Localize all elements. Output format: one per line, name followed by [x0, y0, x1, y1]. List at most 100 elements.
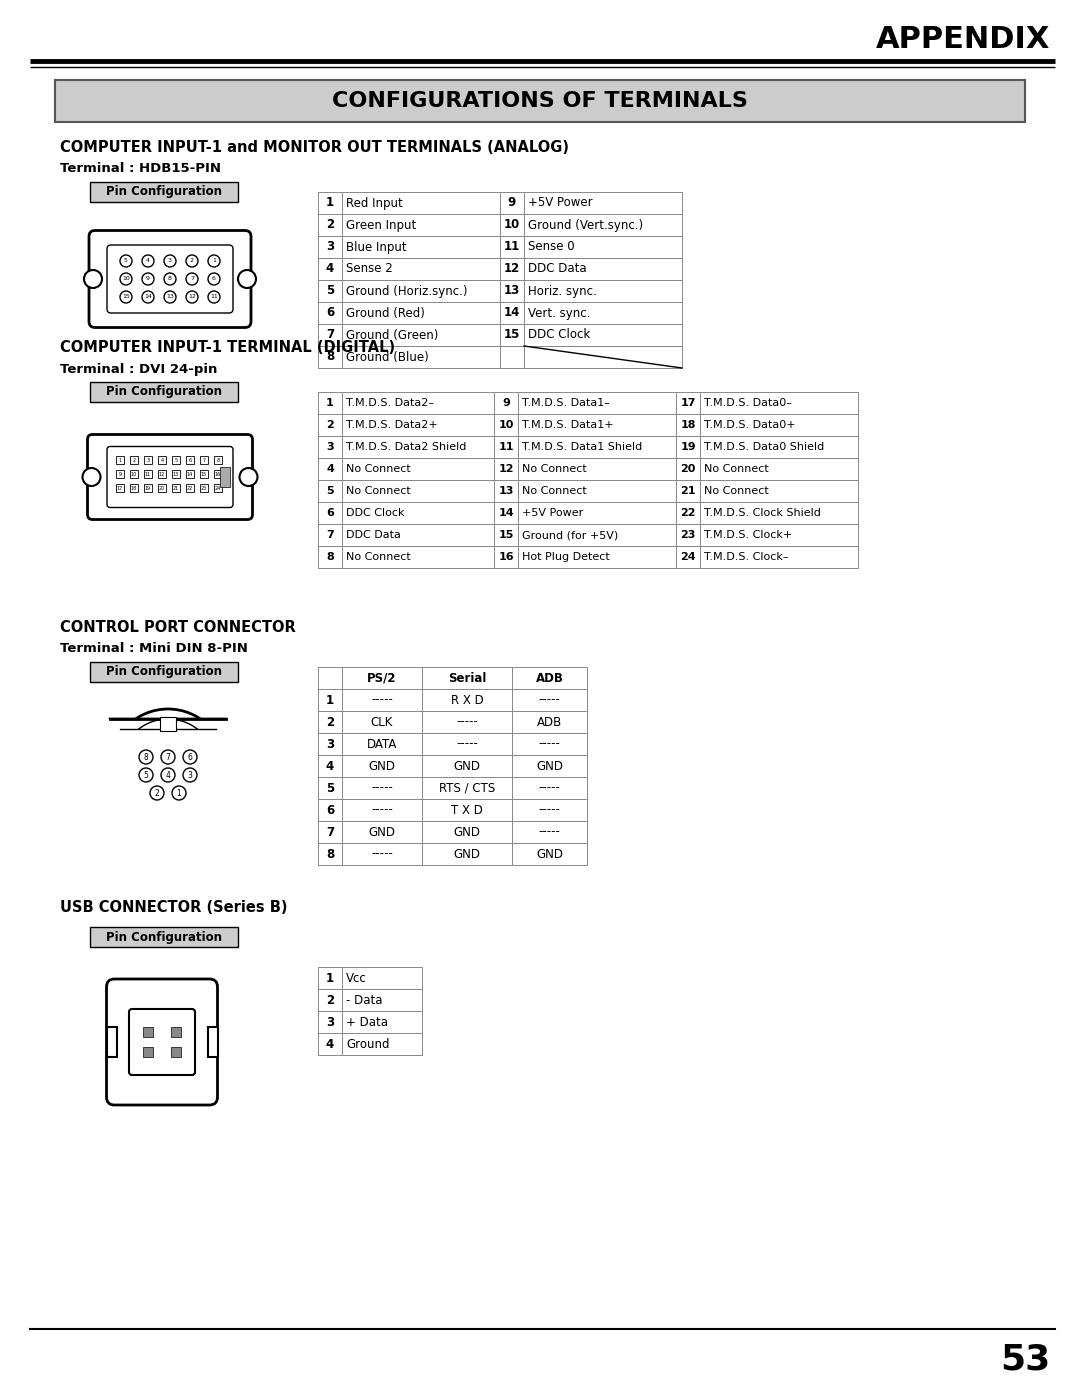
- Bar: [318, 414, 342, 436]
- Text: Vert. sync.: Vert. sync.: [528, 306, 591, 320]
- Bar: [158, 455, 166, 464]
- Text: No Connect: No Connect: [522, 464, 586, 474]
- Text: GND: GND: [536, 848, 563, 861]
- Text: 6: 6: [326, 306, 334, 320]
- Bar: [342, 481, 494, 502]
- Text: - Data: - Data: [346, 993, 382, 1006]
- Bar: [494, 481, 518, 502]
- Text: Sense 2: Sense 2: [346, 263, 393, 275]
- Bar: [144, 469, 152, 478]
- Text: 20: 20: [680, 464, 696, 474]
- Bar: [524, 191, 681, 214]
- Text: Pin Configuration: Pin Configuration: [106, 930, 222, 943]
- Circle shape: [120, 291, 132, 303]
- Bar: [676, 458, 700, 481]
- Bar: [90, 381, 238, 402]
- Bar: [318, 258, 342, 279]
- Text: -----: -----: [372, 781, 393, 795]
- Text: Ground (Green): Ground (Green): [346, 328, 438, 341]
- Text: DDC Data: DDC Data: [346, 529, 401, 541]
- Text: RTS / CTS: RTS / CTS: [438, 781, 495, 795]
- Text: CLK: CLK: [370, 715, 393, 728]
- Text: GND: GND: [454, 826, 481, 838]
- Text: 7: 7: [190, 277, 194, 282]
- Text: 6: 6: [326, 509, 334, 518]
- Bar: [422, 689, 512, 711]
- Text: 1: 1: [326, 693, 334, 707]
- Circle shape: [110, 710, 226, 826]
- Bar: [160, 717, 176, 731]
- Circle shape: [208, 291, 220, 303]
- Text: T.M.D.S. Clock–: T.M.D.S. Clock–: [704, 552, 788, 562]
- Bar: [318, 346, 342, 367]
- Bar: [700, 414, 858, 436]
- Bar: [494, 458, 518, 481]
- Text: 22: 22: [680, 509, 696, 518]
- Text: Terminal : HDB15-PIN: Terminal : HDB15-PIN: [60, 162, 221, 176]
- Bar: [318, 214, 342, 236]
- Polygon shape: [110, 719, 226, 826]
- Circle shape: [238, 270, 256, 288]
- Bar: [342, 689, 422, 711]
- Bar: [342, 414, 494, 436]
- Bar: [500, 346, 524, 367]
- Bar: [342, 302, 500, 324]
- Bar: [171, 1046, 181, 1058]
- Text: 15: 15: [122, 295, 130, 299]
- Text: 12: 12: [498, 464, 514, 474]
- Bar: [512, 733, 588, 754]
- Bar: [342, 666, 422, 689]
- Bar: [700, 436, 858, 458]
- Text: Green Input: Green Input: [346, 218, 416, 232]
- Circle shape: [82, 468, 100, 486]
- Text: No Connect: No Connect: [522, 486, 586, 496]
- Bar: [318, 1032, 342, 1055]
- Bar: [116, 469, 124, 478]
- Text: 21: 21: [173, 486, 179, 490]
- Text: 9: 9: [508, 197, 516, 210]
- Bar: [518, 414, 676, 436]
- Bar: [318, 967, 342, 989]
- Text: 7: 7: [326, 529, 334, 541]
- Bar: [512, 754, 588, 777]
- Text: T.M.D.S. Data2 Shield: T.M.D.S. Data2 Shield: [346, 441, 467, 453]
- Bar: [342, 1032, 422, 1055]
- Text: 6: 6: [188, 457, 191, 462]
- Text: 11: 11: [504, 240, 521, 253]
- Text: 53: 53: [1000, 1343, 1050, 1376]
- Text: 8: 8: [326, 552, 334, 562]
- Bar: [342, 324, 500, 346]
- Text: 5: 5: [124, 258, 127, 264]
- Text: COMPUTER INPUT-1 TERMINAL (DIGITAL): COMPUTER INPUT-1 TERMINAL (DIGITAL): [60, 339, 395, 355]
- Text: GND: GND: [454, 760, 481, 773]
- Text: 3: 3: [326, 738, 334, 750]
- Text: 17: 17: [680, 398, 696, 408]
- Bar: [342, 546, 494, 569]
- Bar: [144, 483, 152, 492]
- Text: 4: 4: [161, 457, 163, 462]
- Bar: [318, 481, 342, 502]
- Text: 2: 2: [154, 788, 160, 798]
- Text: 7: 7: [326, 826, 334, 838]
- Text: Ground (for +5V): Ground (for +5V): [522, 529, 618, 541]
- Text: DDC Clock: DDC Clock: [528, 328, 591, 341]
- Text: Vcc: Vcc: [346, 971, 367, 985]
- Bar: [318, 777, 342, 799]
- Bar: [318, 821, 342, 842]
- Bar: [116, 483, 124, 492]
- Bar: [342, 754, 422, 777]
- Bar: [676, 481, 700, 502]
- Bar: [143, 1027, 153, 1037]
- FancyBboxPatch shape: [107, 447, 233, 507]
- Bar: [518, 458, 676, 481]
- Bar: [342, 502, 494, 524]
- Bar: [512, 689, 588, 711]
- Text: Pin Configuration: Pin Configuration: [106, 665, 222, 679]
- Bar: [342, 967, 422, 989]
- Circle shape: [150, 787, 164, 800]
- Bar: [700, 502, 858, 524]
- Text: 13: 13: [166, 295, 174, 299]
- Bar: [700, 524, 858, 546]
- Text: 4: 4: [326, 263, 334, 275]
- Bar: [500, 279, 524, 302]
